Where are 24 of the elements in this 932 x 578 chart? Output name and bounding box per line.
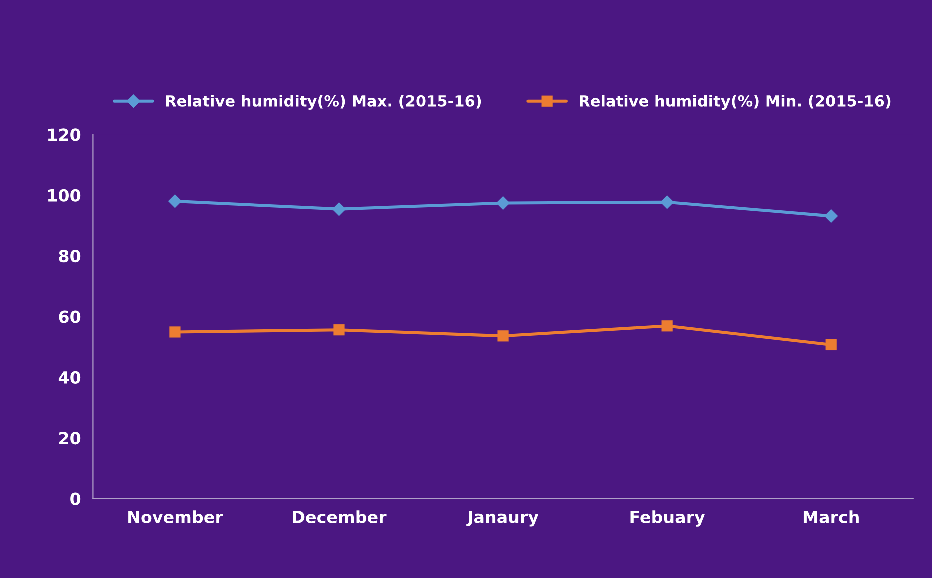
legend-label: Relative humidity(%) Min. (2015-16) [580, 95, 891, 110]
point [498, 330, 509, 342]
y-tick-label: 80 [59, 250, 81, 263]
point [170, 326, 181, 338]
y-tick-label: 60 [59, 310, 81, 324]
point [332, 202, 346, 216]
x-tick-label: March [804, 510, 859, 524]
x-tick-label: November [128, 510, 224, 524]
point [496, 196, 510, 210]
y-tick-label: 100 [48, 189, 81, 202]
point [334, 324, 345, 336]
y-tick-label: 20 [60, 432, 81, 445]
y-tick-label: 0 [70, 492, 81, 506]
point [660, 195, 674, 210]
point [826, 339, 837, 351]
x-tick-label: Janaury [466, 511, 539, 527]
legend-label: Relative humidity(%) Max. (2015-16) [166, 95, 482, 110]
y-tick-label: 40 [58, 371, 81, 384]
y-tick-label: 120 [48, 128, 81, 142]
point [662, 320, 673, 332]
point [168, 194, 182, 208]
x-tick-label: Febuary [630, 510, 706, 527]
x-tick-label: December [293, 510, 387, 524]
point [824, 209, 838, 224]
